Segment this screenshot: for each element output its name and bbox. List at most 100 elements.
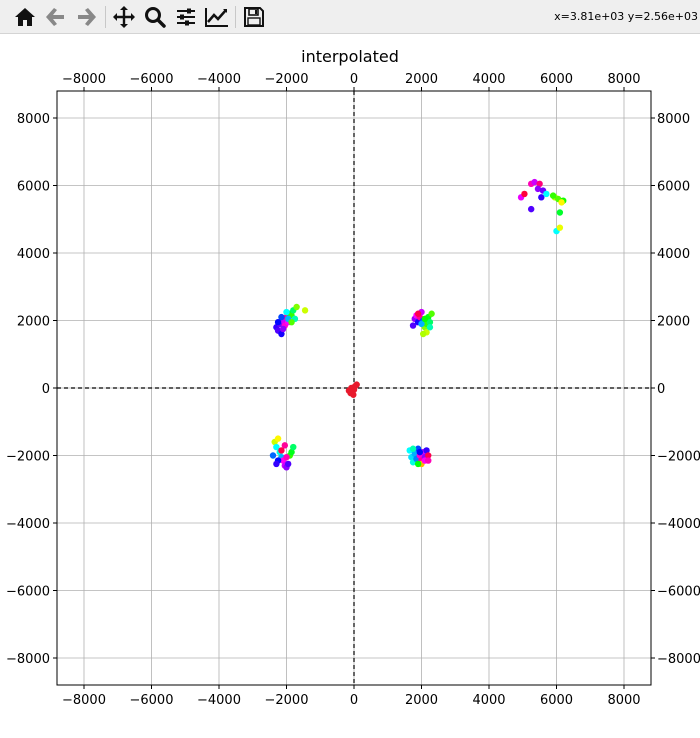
- scatter-point: [409, 322, 417, 329]
- y-tick-label-left: 4000: [17, 247, 50, 262]
- x-tick-label-bottom: −2000: [265, 693, 309, 708]
- y-tick-label-left: 0: [42, 382, 50, 397]
- scatter-point: [556, 224, 564, 231]
- x-tick-label-bottom: 8000: [607, 693, 640, 708]
- home-icon[interactable]: [11, 3, 39, 31]
- navigation-toolbar: x=3.81e+03 y=2.56e+03: [0, 0, 700, 34]
- scatter-point: [527, 205, 535, 213]
- x-tick-label-top: 4000: [472, 72, 505, 87]
- scatter-point: [414, 310, 422, 317]
- scatter-point: [409, 445, 417, 452]
- center-point: [353, 381, 360, 388]
- x-tick-label-bottom: 0: [350, 693, 358, 708]
- y-tick-label-left: −6000: [6, 585, 50, 600]
- back-arrow-icon[interactable]: [42, 3, 70, 31]
- scatter-point: [283, 453, 290, 461]
- y-tick-label-right: −4000: [657, 517, 700, 532]
- x-tick-label-top: −4000: [197, 72, 241, 87]
- zoom-icon[interactable]: [141, 3, 169, 31]
- x-tick-label-top: 2000: [405, 72, 438, 87]
- scatter-point: [531, 178, 538, 186]
- scatter-point: [284, 460, 292, 468]
- scatter-point: [534, 185, 542, 193]
- scatter-chart[interactable]: interpolated −8000 −8000 −6000 −6000 −4000 −4…: [0, 34, 700, 734]
- scatter-point: [273, 460, 280, 468]
- y-tick-label-left: 2000: [17, 315, 50, 330]
- y-tick-label-right: −2000: [657, 450, 700, 465]
- scatter-point: [558, 199, 565, 206]
- chart-title: interpolated: [301, 47, 399, 66]
- scatter-point: [278, 330, 285, 338]
- forward-arrow-icon[interactable]: [72, 3, 100, 31]
- cursor-coordinates: x=3.81e+03 y=2.56e+03: [554, 10, 698, 23]
- y-tick-label-right: 0: [657, 382, 665, 397]
- x-tick-label-top: −6000: [130, 72, 174, 87]
- scatter-point: [279, 325, 287, 333]
- scatter-point: [418, 320, 425, 328]
- y-tick-label-left: −8000: [6, 652, 50, 667]
- x-tick-label-top: 8000: [607, 72, 640, 87]
- y-tick-label-left: 8000: [17, 112, 50, 127]
- x-tick-label-bottom: 2000: [405, 693, 438, 708]
- y-tick-label-right: 8000: [657, 112, 690, 127]
- scatter-point: [274, 435, 282, 442]
- toolbar-separator: [105, 6, 106, 28]
- scatter-point: [273, 443, 280, 451]
- scatter-point: [288, 318, 295, 326]
- scatter-point: [288, 448, 295, 456]
- pan-icon[interactable]: [110, 3, 138, 31]
- x-tick-label-top: 6000: [540, 72, 573, 87]
- center-point: [350, 391, 357, 398]
- y-tick-label-left: −4000: [6, 517, 50, 532]
- y-tick-label-right: 4000: [657, 247, 690, 262]
- scatter-point: [411, 450, 418, 458]
- scatter-point: [423, 447, 430, 454]
- scatter-point: [426, 324, 434, 331]
- x-tick-label-bottom: 6000: [540, 693, 573, 708]
- y-tick-label-right: 6000: [657, 180, 690, 195]
- scatter-point: [425, 457, 432, 464]
- scatter-point: [426, 318, 434, 326]
- scatter-point: [269, 452, 277, 459]
- x-tick-label-top: −8000: [62, 72, 106, 87]
- scatter-point: [274, 318, 282, 326]
- scatter-point: [290, 443, 297, 451]
- scatter-point: [278, 313, 285, 321]
- scatter-point: [414, 460, 422, 468]
- scatter-point: [278, 447, 285, 454]
- axis-ticks: −8000 −8000 −6000 −6000 −4000 −4000 −2000 −2000…: [6, 72, 700, 708]
- y-tick-label-left: 6000: [17, 180, 50, 195]
- x-tick-label-top: −2000: [265, 72, 309, 87]
- configure-subplots-icon[interactable]: [172, 3, 200, 31]
- center-points: [345, 381, 360, 398]
- scatter-point: [543, 190, 550, 198]
- scatter-point: [283, 308, 290, 316]
- x-tick-label-bottom: 4000: [472, 693, 505, 708]
- scatter-point: [301, 307, 309, 314]
- x-tick-label-bottom: −4000: [197, 693, 241, 708]
- scatter-point: [538, 194, 545, 201]
- scatter-point: [293, 303, 300, 311]
- scatter-point: [549, 192, 557, 199]
- x-tick-label-top: 0: [350, 72, 358, 87]
- center-point: [345, 387, 353, 394]
- y-tick-label-left: −2000: [6, 450, 50, 465]
- y-tick-label-right: 2000: [657, 315, 690, 330]
- y-tick-label-right: −6000: [657, 585, 700, 600]
- scatter-point: [419, 330, 427, 338]
- figure-canvas[interactable]: interpolated −8000 −8000 −6000 −6000 −4000 −4…: [0, 34, 700, 734]
- scatter-point: [416, 448, 424, 456]
- x-tick-label-bottom: −6000: [130, 693, 174, 708]
- save-icon[interactable]: [240, 3, 268, 31]
- y-tick-label-right: −8000: [657, 652, 700, 667]
- scatter-point: [536, 180, 543, 188]
- scatter-point: [521, 190, 528, 198]
- scatter-point: [425, 452, 432, 459]
- scatter-points: [269, 178, 567, 471]
- toolbar-separator: [235, 6, 236, 28]
- x-tick-label-bottom: −8000: [62, 693, 106, 708]
- edit-axis-icon[interactable]: [203, 3, 231, 31]
- scatter-point: [428, 310, 435, 317]
- scatter-point: [281, 442, 289, 449]
- scatter-point: [556, 209, 564, 216]
